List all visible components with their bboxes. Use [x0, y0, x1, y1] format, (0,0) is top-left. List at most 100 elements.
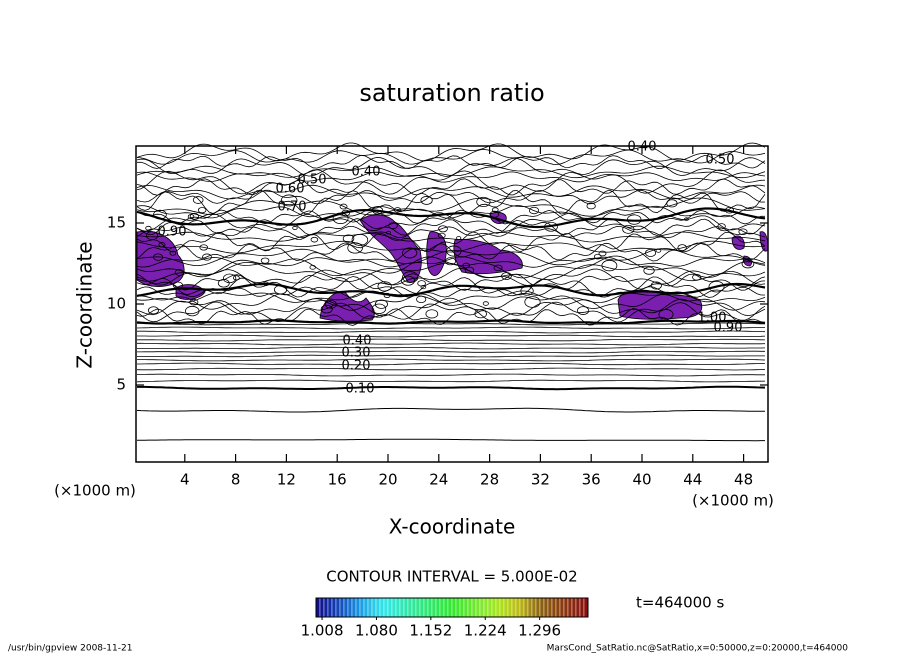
contour-loop: [601, 259, 618, 272]
contour-loop: [474, 309, 487, 319]
colorbar-swatch: [507, 597, 513, 618]
colorbar-swatch: [447, 597, 453, 618]
contour-loop: [153, 209, 167, 220]
colorbar-swatch: [559, 597, 565, 618]
contour-loop: [386, 230, 391, 235]
contour-line: [136, 205, 766, 219]
contour-line: [136, 319, 766, 325]
contour-label: 0.50: [298, 173, 327, 188]
contour-loop: [402, 271, 419, 283]
colorbar-swatch: [435, 597, 441, 618]
contour-loop: [262, 281, 269, 286]
contour-loop: [377, 281, 392, 292]
colorbar-swatch: [403, 597, 409, 618]
contour-loop: [145, 225, 152, 231]
contour-loop: [148, 306, 159, 315]
contour-loop: [169, 250, 177, 256]
contour-loop: [174, 269, 184, 276]
contour-loop: [684, 217, 689, 222]
contour-line: [137, 342, 766, 346]
colorbar: 1.008 1.080 1.152 1.224 1.296: [301, 597, 589, 640]
contour-line: [136, 379, 766, 383]
contour-loop: [586, 202, 596, 210]
contour-loop: [677, 244, 687, 252]
contour-line: [136, 276, 766, 298]
contour-loop: [351, 233, 369, 246]
colorbar-tick-label: 1.008: [301, 622, 344, 640]
contour-line: [136, 207, 766, 229]
contour-loop: [425, 309, 439, 319]
contour-loop: [437, 232, 446, 239]
x-tick-label: 8: [231, 471, 241, 489]
contour-line: [137, 385, 766, 391]
contour-label: 1.00: [698, 311, 727, 326]
colorbar-swatch: [387, 597, 393, 618]
contour-label: 0.70: [278, 200, 307, 215]
contour-line: [136, 286, 765, 298]
colorbar-swatch: [471, 597, 477, 618]
colorbar-swatch: [511, 597, 517, 618]
contour-loop: [650, 281, 662, 290]
contour-loop: [717, 223, 726, 230]
contour-loop: [341, 209, 351, 217]
colorbar-swatch: [571, 597, 577, 618]
colorbar-swatch: [327, 597, 333, 618]
contour-line: [136, 156, 766, 177]
colorbar-swatch: [491, 597, 497, 618]
contour-loop: [493, 264, 503, 272]
colorbar-swatch: [483, 597, 489, 618]
contour-loop: [158, 242, 166, 248]
contour-loop: [189, 298, 199, 306]
contour-line: [136, 218, 766, 236]
contour-loop: [310, 236, 319, 243]
colorbar-swatch: [411, 597, 417, 618]
colorbar-swatch: [379, 597, 385, 618]
contour-label: 0.90: [714, 321, 743, 336]
contour-loop: [420, 196, 433, 205]
colorbar-swatch: [583, 597, 589, 618]
contour-loop: [339, 203, 348, 210]
y-tick-label: 5: [116, 376, 126, 394]
contour-line: [137, 334, 766, 338]
contour-line: [136, 231, 766, 253]
contour-loop: [187, 214, 195, 219]
colorbar-tick-label: 1.296: [518, 622, 561, 640]
x-tick-label: 4: [180, 471, 190, 489]
contour-line: [136, 209, 765, 225]
contour-label: 0.30: [342, 346, 371, 361]
colorbar-swatch: [443, 597, 449, 618]
contour-line: [137, 338, 766, 342]
contour-loop: [593, 253, 602, 260]
contour-loop: [577, 306, 590, 315]
colorbar-swatch: [399, 597, 405, 618]
contour-loop: [643, 266, 655, 275]
contour-loop: [222, 273, 237, 284]
contour-loop: [724, 206, 734, 214]
colorbar-swatch: [451, 597, 457, 618]
contour-line: [137, 346, 766, 350]
colorbar-swatch: [567, 597, 573, 618]
contour-loop: [401, 275, 416, 286]
contour-line: [136, 242, 766, 262]
x-tick-label: 16: [328, 471, 347, 489]
contour-line: [137, 358, 766, 362]
x-tick-label: 28: [480, 471, 499, 489]
contour-loop: [197, 207, 207, 214]
colorbar-swatch: [459, 597, 465, 618]
colorbar-swatch: [503, 597, 509, 618]
contour-line: [136, 256, 766, 268]
footer: /usr/bin/gpview 2008-11-21: [8, 644, 132, 654]
x-tick-label: 24: [429, 471, 448, 489]
contour-loop: [489, 210, 500, 218]
contour-line: [136, 231, 766, 243]
colorbar-swatch: [487, 597, 493, 618]
contour-loop: [446, 245, 462, 257]
contour-loop: [172, 281, 184, 289]
x-tick-label: 36: [582, 471, 601, 489]
contour-loop: [189, 212, 200, 220]
contour-loop: [393, 207, 402, 213]
colorbar-swatch: [531, 597, 537, 618]
contour-label: 0.20: [342, 359, 371, 374]
colorbar-swatch: [423, 597, 429, 618]
footer: MarsCond_SatRatio.nc@SatRatio,x=0:50000,…: [547, 644, 849, 654]
